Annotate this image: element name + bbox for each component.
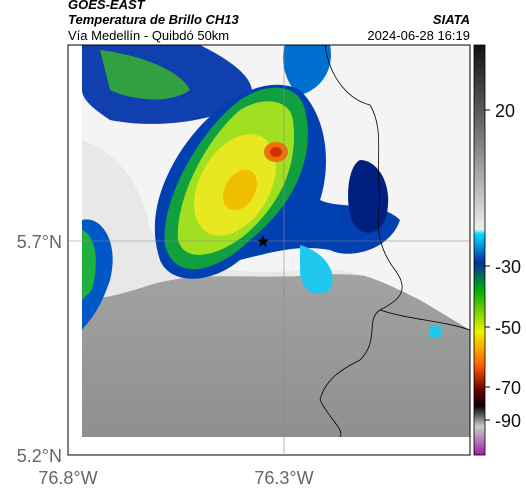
timestamp: 2024-06-28 16:19 xyxy=(367,28,470,43)
colorbar-label: -30 xyxy=(495,257,521,277)
colorbar-label: -70 xyxy=(495,378,521,398)
lon-label: 76.8°W xyxy=(38,468,97,488)
station-marker xyxy=(257,235,269,247)
colorbar-label: -90 xyxy=(495,411,521,431)
colorbar xyxy=(473,44,486,456)
title: GOES-EAST xyxy=(68,0,146,12)
colorbar-label: -50 xyxy=(495,318,521,338)
product: Temperatura de Brillo CH13 xyxy=(68,12,240,27)
region: Vía Medellín - Quibdó 50km xyxy=(68,28,229,43)
source: SIATA xyxy=(433,12,470,27)
satellite-image xyxy=(82,45,470,437)
lon-label: 76.3°W xyxy=(254,468,313,488)
lat-label: 5.7°N xyxy=(17,232,62,252)
lat-label: 5.2°N xyxy=(17,446,62,466)
colorbar-ticks: 20 -30 -50 -70 -90 xyxy=(485,101,521,431)
colorbar-label: 20 xyxy=(495,101,515,121)
map-frame xyxy=(67,44,471,456)
